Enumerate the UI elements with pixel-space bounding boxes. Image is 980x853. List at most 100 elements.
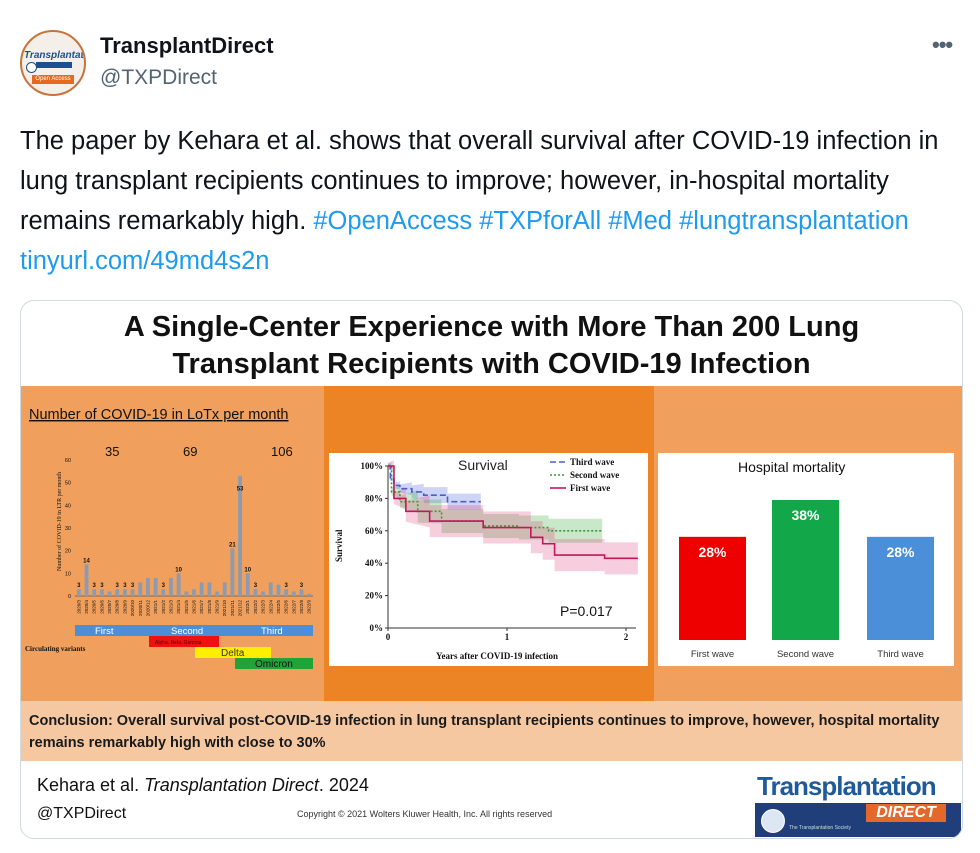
- mortality-panel: Hospital mortality 28% First wave 38% Secon…: [654, 386, 962, 701]
- monthly-category-label: 2021/3: [168, 600, 173, 614]
- survival-y-tick: 100%: [361, 461, 384, 471]
- survival-x-tick: 2: [624, 632, 629, 642]
- monthly-category-label: 2022/9: [307, 600, 312, 614]
- survival-series-line: [388, 465, 638, 560]
- survival-y-tick: 80%: [365, 493, 383, 503]
- wave-band-third: [235, 625, 313, 636]
- monthly-count-panel: Number of COVID-19 in LoTx per month 35 …: [21, 386, 324, 701]
- citation-authors: Kehara et al.: [37, 775, 140, 795]
- monthly-y-tick: 10: [65, 571, 71, 577]
- variants-label: Circulating variants: [25, 645, 86, 653]
- wave-label-second: Second: [171, 626, 203, 637]
- monthly-bar: [176, 573, 181, 596]
- monthly-data-label: 3: [77, 583, 81, 589]
- monthly-data-label: 3: [93, 583, 97, 589]
- monthly-bar: [276, 584, 281, 596]
- monthly-category-label: 2020/7: [107, 600, 112, 614]
- variant-label-omicron: Omicron: [255, 659, 293, 670]
- display-name[interactable]: TransplantDirect: [100, 33, 274, 58]
- monthly-category-label: 2020/10: [130, 600, 135, 617]
- monthly-category-label: 2022/5: [276, 600, 281, 614]
- monthly-bar: [138, 582, 143, 596]
- monthly-data-label: 3: [300, 583, 304, 589]
- wave-band-second: [137, 625, 235, 636]
- monthly-category-label: 2020/8: [115, 600, 120, 614]
- monthly-bar: [99, 589, 104, 596]
- card-title-line2: Transplant Recipients with COVID-19 Infe…: [172, 348, 811, 380]
- avatar[interactable]: Transplantation Open Access: [20, 30, 86, 96]
- monthly-bar: [307, 593, 312, 596]
- monthly-bar: [107, 591, 112, 596]
- monthly-bar: [215, 591, 219, 596]
- monthly-bar: [222, 582, 227, 596]
- mortality-bar: [867, 536, 934, 640]
- hashtag-openaccess[interactable]: #OpenAccess: [313, 207, 473, 235]
- logo-direct: DIRECT: [866, 804, 946, 822]
- survival-ci-band: [388, 460, 638, 575]
- monthly-data-label: 3: [162, 583, 166, 589]
- media-card[interactable]: A Single-Center Experience with More Tha…: [20, 300, 963, 839]
- monthly-data-label: 14: [83, 558, 90, 564]
- survival-series-line: [388, 465, 603, 532]
- monthly-bar: [291, 591, 296, 596]
- mortality-category-label: First wave: [691, 649, 734, 660]
- monthly-category-label: 2021/4: [176, 600, 181, 614]
- survival-title: Survival: [458, 457, 508, 473]
- variant-label-alpha: Alpha, Beta, Gamma: [155, 640, 202, 646]
- variant-label-delta: Delta: [221, 648, 245, 659]
- monthly-bar: [207, 582, 212, 596]
- tweet-link[interactable]: tinyurl.com/49md4s2n: [20, 247, 270, 275]
- hashtag-lungtransplantation[interactable]: #lungtransplantation: [679, 207, 909, 235]
- monthly-data-label: 21: [229, 542, 236, 548]
- monthly-category-label: 2021/10: [222, 600, 227, 617]
- monthly-category-label: 2021/2: [161, 600, 166, 614]
- monthly-category-label: 2020/5: [92, 600, 97, 614]
- survival-legend-label: First wave: [570, 483, 610, 493]
- monthly-category-label: 2020/3: [76, 600, 81, 614]
- monthly-category-label: 2022/2: [253, 600, 258, 614]
- variant-band-omicron: [235, 658, 313, 669]
- monthly-category-label: 2022/4: [268, 600, 273, 614]
- mortality-chart: Hospital mortality 28% First wave 38% Secon…: [658, 453, 954, 666]
- monthly-category-label: 2020/11: [138, 600, 143, 616]
- conclusion-box: Conclusion: Overall survival post-COVID-…: [21, 701, 962, 761]
- citation-year: . 2024: [318, 775, 369, 795]
- monthly-data-label: 3: [100, 583, 104, 589]
- survival-y-tick: 0%: [370, 623, 384, 633]
- survival-y-tick: 20%: [365, 591, 383, 601]
- mortality-title: Hospital mortality: [738, 459, 845, 475]
- wave-total-third: 106: [271, 444, 293, 459]
- mortality-bar: [679, 536, 746, 640]
- p-value: P=0.017: [560, 603, 613, 619]
- monthly-category-label: 2021/9: [215, 600, 220, 614]
- wave-total-first: 35: [105, 444, 119, 459]
- monthly-category-label: 2021/5: [184, 600, 189, 614]
- monthly-bar: [230, 548, 235, 596]
- logo-society: The Transplantation Society: [789, 825, 851, 831]
- monthly-bar: [192, 589, 196, 596]
- monthly-y-tick: 20: [65, 549, 71, 555]
- monthly-data-label: 10: [175, 567, 182, 573]
- more-options-icon[interactable]: •••: [932, 32, 953, 57]
- monthly-bar: [184, 591, 189, 596]
- hashtag-med[interactable]: #Med: [608, 207, 672, 235]
- hashtag-txpforall[interactable]: #TXPforAll: [479, 207, 602, 235]
- monthly-category-label: 2022/1: [245, 600, 250, 614]
- monthly-category-label: 2022/7: [291, 600, 296, 614]
- monthly-data-label: 3: [131, 583, 135, 589]
- monthly-y-tick: 30: [65, 526, 71, 532]
- monthly-bar: [169, 577, 173, 596]
- monthly-bar: [115, 589, 120, 596]
- survival-x-tick: 0: [386, 632, 391, 642]
- monthly-y-tick: 40: [65, 503, 71, 509]
- card-title-line1: A Single-Center Experience with More Tha…: [123, 311, 860, 343]
- variant-band-alpha: [149, 636, 219, 647]
- user-handle[interactable]: @TXPDirect: [100, 66, 217, 89]
- monthly-y-tick: 50: [65, 481, 71, 487]
- monthly-data-label: 3: [254, 583, 258, 589]
- monthly-bar: [153, 577, 158, 596]
- monthly-category-label: 2020/4: [84, 600, 89, 614]
- monthly-bar: [92, 589, 97, 596]
- monthly-category-label: 2022/3: [261, 600, 266, 614]
- survival-legend-label: Third wave: [570, 457, 614, 467]
